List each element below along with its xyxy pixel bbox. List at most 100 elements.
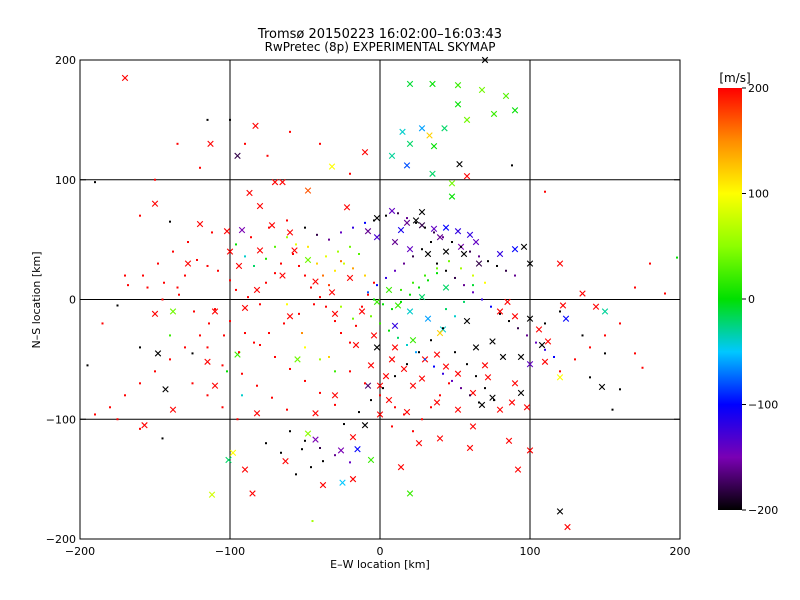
data-point-dot	[229, 118, 231, 121]
data-point-dot	[397, 212, 399, 215]
data-point-dot	[191, 382, 194, 385]
data-point-dot	[553, 355, 555, 358]
data-point-dot	[244, 332, 246, 335]
data-point-dot	[253, 264, 255, 267]
data-point-cross	[406, 246, 414, 253]
data-point-dot	[304, 274, 306, 277]
data-point-cross	[409, 382, 417, 389]
data-point-dot	[406, 344, 408, 347]
data-point-dot	[229, 279, 231, 282]
x-tick-label: −100	[215, 545, 245, 558]
plot-area: −200 −100 0 100 200 −200 −100 0 100 200	[46, 54, 691, 558]
data-point-dot	[178, 293, 180, 296]
data-point-dot	[265, 442, 267, 445]
data-point-dot	[328, 284, 330, 287]
data-point-dot	[487, 260, 489, 263]
data-point-dot	[364, 382, 366, 385]
data-point-dot	[116, 418, 119, 421]
data-point-dot	[544, 348, 546, 351]
data-point-cross	[235, 262, 243, 270]
data-point-dot	[535, 341, 537, 344]
data-point-dot	[221, 364, 224, 367]
data-point-cross	[442, 224, 450, 231]
data-point-cross	[433, 399, 441, 406]
data-point-cross	[541, 358, 549, 365]
data-point-dot	[361, 305, 363, 308]
data-point-cross	[184, 260, 192, 267]
data-point-dot	[283, 322, 285, 325]
data-point-dot	[436, 267, 438, 270]
data-point-dot	[382, 303, 384, 306]
data-point-dot	[184, 346, 186, 349]
data-point-dot	[244, 142, 246, 145]
data-point-dot	[316, 233, 318, 236]
data-point-cross	[286, 229, 294, 236]
data-point-cross	[154, 350, 162, 357]
data-point-cross	[502, 92, 510, 100]
data-point-dot	[86, 364, 89, 367]
data-point-dot	[157, 262, 159, 265]
data-point-cross	[397, 226, 405, 234]
data-point-dot	[191, 352, 194, 355]
data-point-cross	[382, 372, 390, 380]
data-point-cross	[463, 116, 471, 124]
data-point-dot	[310, 286, 312, 289]
data-point-cross	[346, 274, 354, 282]
data-point-cross	[601, 308, 609, 315]
data-point-dot	[319, 446, 321, 449]
data-point-dot	[364, 274, 366, 277]
data-point-dot	[238, 351, 240, 354]
data-point-cross	[406, 140, 414, 148]
data-point-dot	[581, 334, 584, 337]
data-point-dot	[391, 425, 393, 428]
data-point-cross	[481, 362, 489, 369]
data-point-dot	[319, 296, 321, 299]
data-point-dot	[442, 327, 444, 330]
data-point-dot	[406, 363, 408, 366]
data-point-cross	[246, 189, 253, 197]
data-point-cross	[489, 338, 496, 345]
data-point-cross	[294, 356, 301, 363]
data-point-cross	[406, 80, 414, 88]
y-tick-label: −100	[46, 413, 76, 426]
data-point-cross	[592, 303, 600, 310]
data-point-cross	[234, 152, 241, 159]
data-point-cross	[429, 170, 436, 177]
data-point-dot	[172, 250, 174, 253]
data-point-cross	[436, 435, 444, 442]
data-point-dot	[307, 245, 309, 248]
data-point-dot	[436, 262, 438, 265]
data-point-dot	[424, 358, 426, 361]
data-point-dot	[421, 248, 423, 251]
data-point-cross	[391, 238, 399, 246]
data-point-cross	[436, 329, 444, 337]
data-point-cross	[496, 308, 504, 315]
data-point-dot	[304, 346, 306, 349]
data-point-dot	[349, 461, 351, 464]
data-point-dot	[235, 288, 237, 291]
data-point-dot	[373, 298, 375, 301]
data-point-cross	[385, 286, 393, 294]
data-point-dot	[499, 312, 501, 315]
data-point-dot	[472, 284, 474, 287]
data-point-dot	[358, 411, 360, 414]
data-point-cross	[391, 322, 399, 330]
data-point-dot	[445, 269, 447, 272]
data-point-dot	[184, 274, 186, 277]
data-point-cross	[279, 272, 286, 279]
data-point-cross	[556, 374, 564, 381]
data-point-dot	[424, 226, 426, 229]
data-point-cross	[376, 382, 384, 389]
data-point-dot	[176, 286, 179, 289]
data-point-cross	[391, 344, 399, 351]
data-point-cross	[253, 410, 261, 417]
data-point-dot	[430, 406, 432, 409]
data-point-dot	[349, 172, 351, 175]
data-point-dot	[463, 300, 465, 303]
data-point-cross	[441, 125, 448, 132]
data-point-dot	[217, 269, 219, 272]
data-point-cross	[328, 289, 336, 296]
data-point-cross	[388, 356, 396, 363]
data-point-cross	[469, 423, 477, 430]
data-point-cross	[430, 143, 438, 150]
